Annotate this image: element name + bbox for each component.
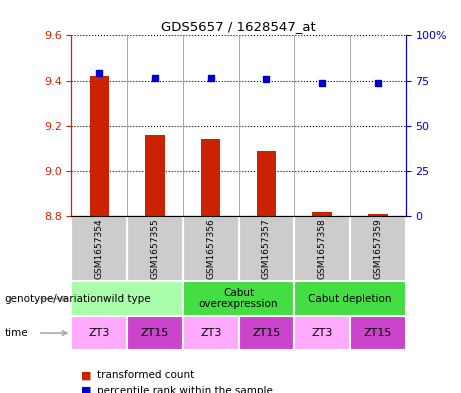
Text: ZT3: ZT3: [89, 328, 110, 338]
Text: ZT15: ZT15: [252, 328, 281, 338]
Point: [151, 75, 159, 81]
Text: percentile rank within the sample: percentile rank within the sample: [97, 386, 273, 393]
Bar: [89, 76, 109, 216]
Bar: [238, 316, 294, 350]
Text: ZT3: ZT3: [312, 328, 333, 338]
Bar: [350, 316, 406, 350]
Text: GSM1657354: GSM1657354: [95, 218, 104, 279]
Text: ZT15: ZT15: [141, 328, 169, 338]
Text: wild type: wild type: [103, 294, 151, 304]
Text: GSM1657355: GSM1657355: [150, 218, 160, 279]
Point: [319, 80, 326, 86]
Text: ■: ■: [81, 386, 91, 393]
Text: time: time: [5, 328, 28, 338]
Point: [374, 80, 382, 86]
Bar: [238, 216, 294, 281]
Bar: [71, 316, 127, 350]
Bar: [183, 316, 238, 350]
Point: [95, 70, 103, 77]
Text: Cabut depletion: Cabut depletion: [308, 294, 392, 304]
Text: GSM1657356: GSM1657356: [206, 218, 215, 279]
Bar: [201, 139, 220, 216]
Bar: [294, 281, 406, 316]
Bar: [368, 214, 388, 216]
Bar: [183, 216, 238, 281]
Text: transformed count: transformed count: [97, 370, 194, 380]
Bar: [127, 216, 183, 281]
Text: ■: ■: [81, 370, 91, 380]
Title: GDS5657 / 1628547_at: GDS5657 / 1628547_at: [161, 20, 316, 33]
Bar: [127, 316, 183, 350]
Bar: [257, 151, 276, 216]
Text: GSM1657359: GSM1657359: [373, 218, 382, 279]
Bar: [313, 211, 332, 216]
Text: ZT3: ZT3: [200, 328, 221, 338]
Text: GSM1657357: GSM1657357: [262, 218, 271, 279]
Bar: [71, 281, 183, 316]
Bar: [294, 216, 350, 281]
Bar: [183, 281, 294, 316]
Bar: [350, 216, 406, 281]
Bar: [71, 216, 127, 281]
Bar: [294, 316, 350, 350]
Text: GSM1657358: GSM1657358: [318, 218, 327, 279]
Point: [207, 75, 214, 81]
Text: genotype/variation: genotype/variation: [5, 294, 104, 304]
Bar: [145, 135, 165, 216]
Text: ZT15: ZT15: [364, 328, 392, 338]
Point: [263, 75, 270, 82]
Text: Cabut
overexpression: Cabut overexpression: [199, 288, 278, 309]
